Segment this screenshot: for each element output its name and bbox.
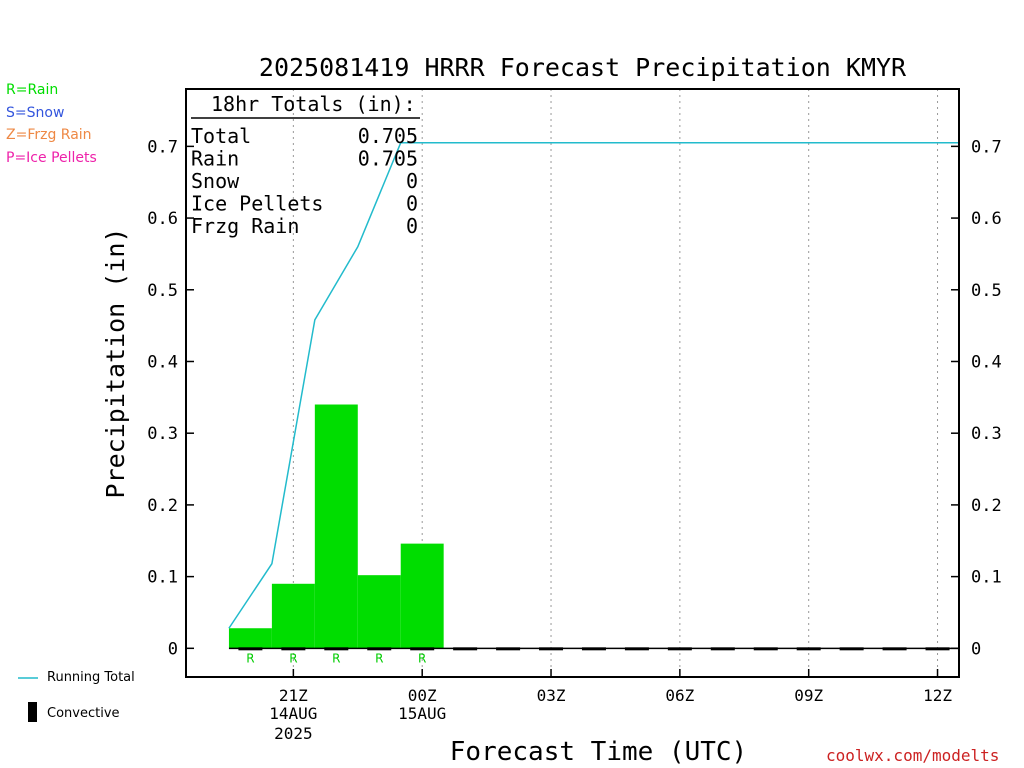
- convective-marker: [581, 647, 606, 651]
- precip-type-label: R: [289, 651, 297, 665]
- y-tick-label-right: 0.1: [971, 568, 1002, 588]
- totals-row-label: Ice Pellets: [191, 192, 323, 216]
- totals-row-value: 0.705: [358, 147, 418, 171]
- x-tick-year: 2025: [274, 724, 313, 743]
- y-tick-label-left: 0.5: [147, 281, 178, 301]
- x-tick-date: 15AUG: [398, 704, 446, 723]
- convective-marker: [410, 647, 435, 651]
- y-tick-label-right: 0.4: [971, 352, 1002, 372]
- y-tick-label-left: 0.4: [147, 352, 178, 372]
- precip-type-label: R: [375, 651, 383, 665]
- running-total-line: [228, 142, 959, 629]
- legend-rain: R=Rain: [6, 82, 59, 98]
- x-tick-label: 12Z: [923, 686, 952, 705]
- convective-marker: [496, 647, 521, 651]
- y-tick-label-left: 0: [168, 639, 178, 659]
- precip-bar: [228, 628, 272, 649]
- legend-frzg-rain: Z=Frzg Rain: [6, 127, 92, 143]
- y-axis-label: Precipitation (in): [101, 228, 130, 499]
- y-tick-label-left: 0.3: [147, 424, 178, 444]
- y-tick-label-left: 0.2: [147, 496, 178, 516]
- convective-marker: [753, 647, 778, 651]
- x-tick-label: 06Z: [665, 686, 694, 705]
- x-tick-label: 09Z: [794, 686, 823, 705]
- y-tick-label-left: 0.7: [147, 137, 178, 157]
- x-tick-date: 14AUG: [269, 704, 317, 723]
- convective-marker: [667, 647, 692, 651]
- legend-ice-pellets: P=Ice Pellets: [6, 150, 97, 166]
- convective-swatch: [28, 702, 37, 722]
- site-credit: coolwx.com/modelts: [826, 746, 1000, 765]
- totals-row-value: 0.705: [358, 124, 418, 148]
- precip-type-label: R: [332, 651, 340, 665]
- precip-bar: [314, 404, 358, 649]
- precip-bar: [400, 543, 444, 649]
- y-tick-label-left: 0.6: [147, 209, 178, 229]
- convective-marker: [925, 647, 950, 651]
- x-tick-label: 21Z: [279, 686, 308, 705]
- convective-marker: [796, 647, 821, 651]
- y-tick-label-left: 0.1: [147, 568, 178, 588]
- precip-bar: [271, 583, 315, 649]
- plot-frame: [185, 88, 960, 678]
- y-tick-label-right: 0.2: [971, 496, 1002, 516]
- convective-marker: [367, 647, 392, 651]
- y-tick-label-right: 0.5: [971, 281, 1002, 301]
- convective-marker: [710, 647, 735, 651]
- x-axis-label: Forecast Time (UTC): [450, 737, 747, 767]
- legend-snow: S=Snow: [6, 105, 65, 121]
- precip-type-label: R: [246, 651, 254, 665]
- chart-title: 2025081419 HRRR Forecast Precipitation K…: [259, 53, 907, 82]
- convective-marker: [281, 647, 306, 651]
- totals-row-label: Frzg Rain: [191, 214, 299, 238]
- totals-row-label: Rain: [191, 147, 239, 171]
- y-tick-label-right: 0.7: [971, 137, 1002, 157]
- totals-header: 18hr Totals (in):: [211, 92, 416, 116]
- convective-marker: [624, 647, 649, 651]
- convective-marker: [882, 647, 907, 651]
- y-tick-label-right: 0: [971, 639, 981, 659]
- x-tick-label: 00Z: [408, 686, 437, 705]
- convective-marker: [839, 647, 864, 651]
- totals-row-label: Total: [191, 124, 251, 148]
- y-tick-label-right: 0.3: [971, 424, 1002, 444]
- running-total-key-label: Running Total: [47, 670, 135, 685]
- convective-marker: [539, 647, 564, 651]
- precip-bar: [357, 575, 401, 649]
- totals-row-value: 0: [406, 192, 418, 216]
- convective-marker: [453, 647, 478, 651]
- convective-marker: [324, 647, 349, 651]
- precip-type-label: R: [418, 651, 426, 665]
- totals-row-value: 0: [406, 214, 418, 238]
- totals-row-value: 0: [406, 169, 418, 193]
- totals-row-label: Snow: [191, 169, 240, 193]
- y-tick-label-right: 0.6: [971, 209, 1002, 229]
- convective-marker: [238, 647, 263, 651]
- convective-key-label: Convective: [47, 706, 120, 721]
- x-tick-label: 03Z: [537, 686, 566, 705]
